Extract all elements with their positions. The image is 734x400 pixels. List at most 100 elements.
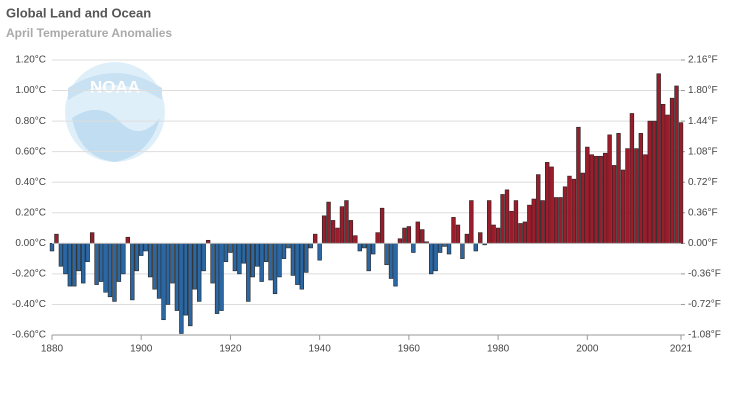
bar [500, 194, 505, 244]
bar [527, 204, 532, 244]
x-tick-label: 1960 [398, 344, 421, 355]
bar [67, 243, 73, 287]
bar [602, 152, 608, 244]
bar [321, 215, 327, 244]
bar [362, 243, 367, 249]
bar [201, 243, 206, 272]
bar [625, 148, 630, 244]
bar [643, 154, 648, 244]
bar [384, 243, 389, 266]
x-tick-label: 2021 [670, 344, 693, 355]
bar [147, 243, 153, 278]
bar [330, 220, 336, 244]
bar [504, 189, 510, 244]
bar [647, 120, 652, 244]
bar [353, 235, 358, 244]
x-tick-label: 1980 [487, 344, 510, 355]
bar [72, 243, 77, 287]
bar [607, 134, 612, 244]
bar [616, 133, 621, 244]
y-tick-label: 0.00°C [15, 238, 46, 249]
bar [652, 120, 657, 244]
bar [660, 104, 666, 244]
bar [268, 243, 273, 281]
bar [326, 201, 331, 244]
bar [487, 200, 492, 244]
bar [553, 197, 559, 244]
bar [232, 243, 238, 272]
bar [379, 207, 385, 244]
y-tick-label: 0.60°C [15, 146, 46, 157]
noaa-logo: NOAA [65, 62, 165, 162]
bar [152, 243, 157, 290]
bar [125, 236, 131, 244]
bar [255, 243, 260, 267]
bar [237, 243, 242, 275]
bar [464, 233, 470, 244]
bar [388, 243, 394, 279]
bar [116, 243, 122, 282]
bar [54, 233, 59, 244]
bar [437, 243, 443, 253]
bar [665, 114, 670, 244]
bar [420, 229, 425, 244]
bar [571, 178, 577, 244]
bar [272, 243, 278, 295]
bar [415, 221, 420, 244]
bar [411, 243, 416, 253]
bar [629, 113, 635, 244]
bar [478, 232, 483, 244]
bar [161, 243, 166, 321]
y2-tick-label: 2.16°F [688, 55, 718, 66]
bar [455, 224, 461, 244]
bar [259, 243, 264, 282]
bar [348, 220, 354, 244]
bar [170, 243, 175, 284]
bar [246, 243, 251, 302]
bar [576, 126, 581, 244]
bar [585, 146, 590, 244]
y-tick-label: -0.20°C [12, 269, 46, 280]
bar [121, 243, 126, 275]
y-tick-label: 0.40°C [15, 177, 46, 188]
bar [313, 233, 318, 244]
bar [469, 200, 474, 244]
y2-tick-label: 0.00°F [688, 238, 718, 249]
bar [165, 243, 171, 305]
bar [263, 243, 269, 262]
bar [598, 155, 603, 244]
bar [98, 243, 104, 282]
bar [299, 243, 304, 290]
bar [197, 243, 202, 302]
bar [304, 243, 309, 273]
logo-text: NOAA [90, 77, 140, 96]
bar [81, 243, 86, 284]
bar [295, 243, 300, 285]
bar [317, 243, 322, 261]
bar [518, 223, 523, 244]
y2-tick-label: 0.72°F [688, 177, 718, 188]
bar [241, 243, 246, 264]
bar [174, 243, 180, 311]
y2-tick-label: 0.36°F [688, 207, 718, 218]
bar [290, 243, 296, 276]
bar [406, 226, 412, 244]
chart-subtitle: April Temperature Anomalies [6, 26, 172, 40]
y-tick-label: 0.20°C [15, 207, 46, 218]
x-tick-label: 1940 [309, 344, 332, 355]
bar [281, 243, 287, 259]
y-tick-label: 1.20°C [15, 55, 46, 66]
bar [85, 243, 90, 262]
y-tick-label: 1.00°C [15, 85, 46, 96]
chart-title: Global Land and Ocean [6, 5, 151, 20]
y-tick-label: -0.60°C [12, 330, 46, 341]
bar [219, 243, 224, 311]
bar [513, 200, 519, 244]
bar [589, 154, 594, 244]
bar [58, 243, 64, 267]
bar [192, 243, 197, 290]
bar [549, 166, 554, 244]
x-tick-label: 2000 [576, 344, 599, 355]
bar [156, 243, 162, 299]
